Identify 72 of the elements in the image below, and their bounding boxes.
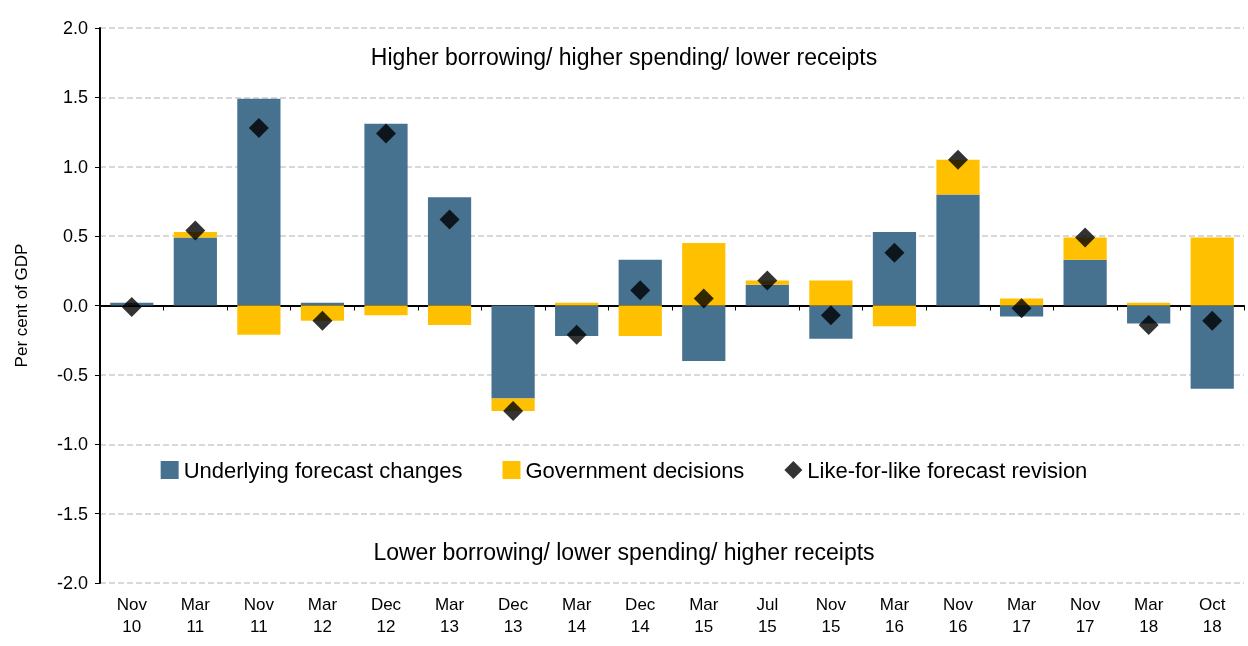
annotation: Higher borrowing/ higher spending/ lower receipts — [370, 43, 878, 70]
x-tick-label: Mar 13 — [434, 594, 465, 636]
point — [884, 242, 905, 263]
y-tick-label: 1.0 — [62, 156, 88, 177]
x-tick-label: Mar 18 — [1134, 594, 1164, 636]
bar — [936, 194, 980, 306]
y-tick-label: -0.5 — [56, 364, 88, 385]
y-axis-title: Per cent of GDP — [12, 243, 31, 368]
legend-label: Underlying forecast changes — [183, 457, 463, 483]
bar — [872, 231, 917, 306]
bar — [1190, 237, 1234, 306]
bar — [427, 305, 472, 325]
point — [312, 310, 333, 331]
point — [503, 400, 524, 421]
bar — [936, 159, 980, 195]
x-tick-label: Mar 12 — [307, 594, 338, 636]
bar — [682, 305, 726, 361]
x-tick-label: Mar 15 — [689, 594, 719, 636]
point — [1075, 227, 1096, 248]
y-tick-label: -1.5 — [56, 503, 88, 524]
x-tick-label: Mar 17 — [1006, 594, 1037, 636]
bar — [809, 280, 853, 306]
point — [376, 123, 396, 144]
point — [439, 209, 460, 230]
bar — [618, 305, 662, 337]
bar — [364, 123, 408, 306]
y-tick-label: 2.0 — [62, 18, 88, 38]
y-tick-label: 0.0 — [62, 295, 88, 316]
x-tick-label: Mar 14 — [562, 594, 592, 636]
x-tick-label: Jul 15 — [756, 594, 779, 636]
bar — [427, 197, 472, 306]
x-tick-label: Nov 11 — [243, 594, 275, 636]
point — [566, 324, 587, 345]
y-tick-label: -2.0 — [56, 573, 88, 593]
x-tick-label: Mar 11 — [180, 594, 211, 636]
point — [693, 288, 714, 309]
annotation: Lower borrowing/ lower spending/ higher receipts — [373, 538, 875, 565]
y-tick-label: -1.0 — [56, 434, 88, 455]
bar — [1190, 305, 1234, 389]
point — [185, 220, 206, 241]
x-tick-label: Nov 10 — [116, 594, 148, 636]
y-tick-label: 0.5 — [62, 226, 88, 247]
point — [757, 270, 778, 291]
bar — [364, 305, 408, 316]
x-tick-label: Nov 17 — [1069, 594, 1101, 636]
bar — [745, 284, 789, 306]
legend-label: Government decisions — [525, 457, 745, 483]
point — [1011, 298, 1032, 319]
point — [1138, 314, 1159, 335]
point — [1202, 310, 1223, 331]
x-tick-label: Dec 12 — [370, 594, 402, 636]
bar — [237, 305, 281, 335]
bar — [1063, 259, 1107, 306]
point — [948, 149, 968, 170]
bar — [872, 305, 917, 327]
x-tick-label: Dec 13 — [497, 594, 529, 636]
bar — [237, 98, 281, 306]
bar — [1127, 302, 1171, 306]
x-tick-label: Mar 16 — [879, 594, 910, 636]
bar — [300, 302, 345, 306]
x-tick-label: Dec 14 — [625, 594, 656, 636]
bar — [682, 243, 726, 306]
x-tick-label: Oct 18 — [1199, 594, 1226, 636]
x-tick-label: Nov 15 — [815, 594, 847, 636]
legend-label: Like-for-like forecast revision — [807, 457, 1088, 483]
point — [121, 296, 142, 317]
x-tick-label: Nov 16 — [942, 594, 974, 636]
bar — [555, 302, 599, 306]
bar — [491, 305, 535, 399]
point — [248, 117, 269, 138]
y-tick-label: 1.5 — [62, 87, 88, 108]
bar — [173, 237, 217, 306]
